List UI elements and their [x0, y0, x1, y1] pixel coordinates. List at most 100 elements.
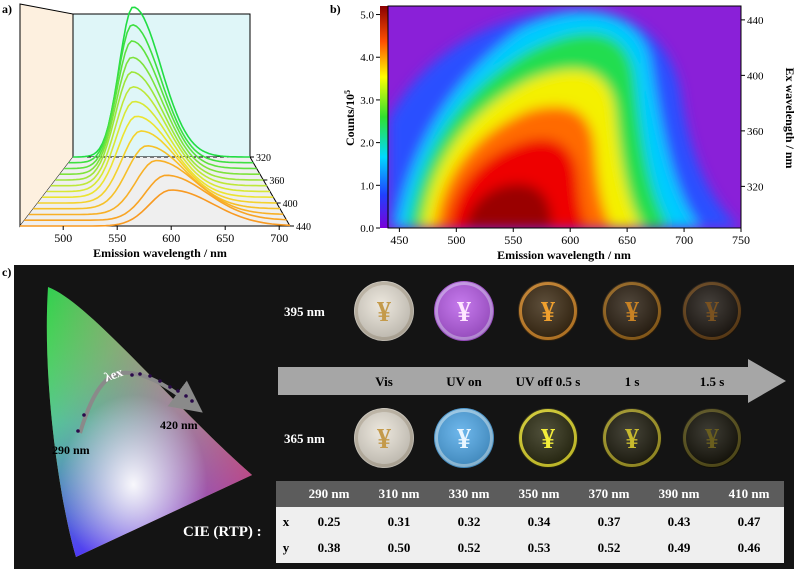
cie-table-header-cell: 290 nm — [308, 486, 350, 501]
cie-dot — [138, 372, 142, 376]
cie-dot — [184, 394, 188, 398]
panel-a-depth-ticks: 320 360 400 440 — [250, 153, 311, 233]
panel-a-label: a) — [2, 2, 12, 16]
coin-rows: 395 nm ¥ ¥ ¥ ¥ ¥365 nm ¥ ¥ ¥ ¥ ¥ — [284, 281, 742, 468]
panel-b-y2tick-label: 440 — [747, 15, 764, 27]
panel-a-curve — [55, 71, 264, 181]
panel-b-label: b) — [330, 2, 341, 16]
panel-a-curve — [68, 24, 254, 164]
cie-table-title: CIE (RTP) : — [183, 524, 262, 540]
yen-icon: ¥ — [541, 424, 555, 455]
coin: ¥ — [602, 408, 662, 468]
cie-table-body: x 0.25 0.31 0.32 0.34 0.37 0.43 0.47 y 0.38 0.50 0.… — [276, 507, 784, 563]
panel-a-depth-tick-label: 440 — [296, 222, 311, 233]
cie-dot — [158, 379, 162, 383]
panel-a-depth-tick-label: 320 — [256, 153, 271, 164]
panel-a-curve — [50, 85, 267, 187]
panel-c-label: c) — [2, 265, 12, 279]
cie-table-header-cell: 390 nm — [658, 486, 700, 501]
panel-a-depth-tick-label: 400 — [283, 199, 298, 210]
panel-a-curve — [37, 130, 277, 204]
coin: ¥ — [518, 281, 578, 341]
panel-b-y2tick-label: 400 — [747, 70, 764, 82]
panel-b-ylabel: Counts/105 — [343, 90, 357, 146]
yen-icon: ¥ — [705, 297, 719, 328]
yen-icon: ¥ — [625, 424, 639, 455]
yen-icon: ¥ — [625, 297, 639, 328]
cie-table-cell: 0.37 — [597, 514, 621, 529]
panel-a-curve — [24, 174, 287, 221]
cie-diagram — [46, 287, 252, 557]
cie-table-header-cell: 330 nm — [448, 486, 490, 501]
panel-a-curve — [42, 115, 274, 198]
panel-b-y-ticks: 0.0 1.0 2.0 3.0 4.0 5.0 — [360, 10, 380, 235]
panel-a-curve — [20, 189, 291, 227]
panel-a-xlabel: Emission wavelength / nm — [93, 246, 227, 260]
coin: ¥ — [682, 281, 742, 341]
panel-b-heatmap — [388, 6, 741, 228]
cie-table: 290 nm 310 nm 330 nm 350 nm 370 nm 390 nm 410 … — [276, 481, 784, 563]
coin: ¥ — [602, 281, 662, 341]
panel-b-xtick-label: 450 — [390, 233, 408, 247]
coin: ¥ — [434, 408, 494, 468]
panel-b-ytick-label: 5.0 — [360, 10, 374, 22]
cie-lambda-label: λex — [102, 364, 125, 385]
timeline-label: 1.5 s — [700, 374, 725, 389]
cie-dot — [76, 429, 80, 433]
timeline-arrow — [278, 359, 786, 403]
panel-a-xtick-label: 600 — [162, 231, 180, 245]
cie-end-label: 420 nm — [160, 418, 198, 432]
panel-b-ytick-label: 0.0 — [360, 223, 374, 235]
cie-table-row-name: x — [282, 514, 290, 529]
panel-b-ytick-label: 4.0 — [360, 52, 374, 64]
panel-b-xtick-label: 700 — [675, 233, 693, 247]
cie-table-row-name: y — [282, 540, 290, 555]
panel-b-y2-ticks: 320 360 400 440 — [741, 15, 764, 193]
cie-table-cell: 0.50 — [387, 540, 411, 555]
panel-b-ylabel-sup: 5 — [343, 90, 352, 94]
panel-b-xtick-label: 550 — [504, 233, 522, 247]
cie-dot — [168, 385, 172, 389]
panel-a-depth-tick-label: 360 — [269, 176, 284, 187]
panel-b-ytick-label: 1.0 — [360, 180, 374, 192]
panel-b-xtick-label: 600 — [561, 233, 579, 247]
panel-b-xtick-label: 650 — [618, 233, 636, 247]
cie-dot — [176, 389, 180, 393]
panel-a-curves — [20, 6, 291, 227]
cie-table-cell: 0.38 — [317, 540, 341, 555]
panel-b-xlabel: Emission wavelength / nm — [497, 248, 631, 262]
cie-table-cell: 0.25 — [317, 514, 341, 529]
cie-data-dots — [76, 372, 194, 433]
panel-c: c) — [0, 263, 797, 571]
panel-a-chart: a) 500 550 600 650 700 320 360 400 440 Emission… — [2, 2, 311, 260]
panel-b-xtick-label: 750 — [732, 233, 750, 247]
panel-a-curve — [33, 144, 281, 210]
panel-a-x-ticks: 500 550 600 650 700 — [54, 226, 288, 245]
cie-dot — [190, 399, 194, 403]
cie-dot — [130, 373, 134, 377]
panel-a-xtick-label: 700 — [270, 231, 288, 245]
timeline-label: 1 s — [625, 374, 640, 389]
cie-table-header-cell: 410 nm — [728, 486, 770, 501]
panel-a-xtick-label: 500 — [54, 231, 72, 245]
panel-b-x-ticks: 450 500 550 600 650 700 750 — [390, 228, 750, 247]
panel-b-y2tick-label: 360 — [747, 126, 764, 138]
cie-table-cell: 0.47 — [737, 514, 761, 529]
cie-table-cell: 0.32 — [457, 514, 481, 529]
cie-dot — [82, 413, 86, 417]
panel-b-colorbar — [380, 6, 388, 228]
yen-icon: ¥ — [457, 424, 471, 455]
cie-table-cell: 0.52 — [457, 540, 481, 555]
panel-a-xtick-label: 650 — [216, 231, 234, 245]
coin-row-label: 395 nm — [284, 304, 325, 319]
cie-table-cell: 0.34 — [527, 514, 551, 529]
yen-icon: ¥ — [457, 297, 471, 328]
coin: ¥ — [518, 408, 578, 468]
cie-start-label: 290 nm — [52, 443, 90, 457]
cie-table-cell: 0.49 — [667, 540, 691, 555]
coin: ¥ — [354, 408, 414, 468]
panel-a-curve — [46, 100, 271, 193]
panel-b-chart: b) 450 500 550 600 650 700 750 0.0 1.0 2.0 3.0 4.0… — [330, 2, 797, 262]
panel-a-curve — [64, 40, 257, 170]
panel-b-y2tick-label: 320 — [747, 181, 764, 193]
